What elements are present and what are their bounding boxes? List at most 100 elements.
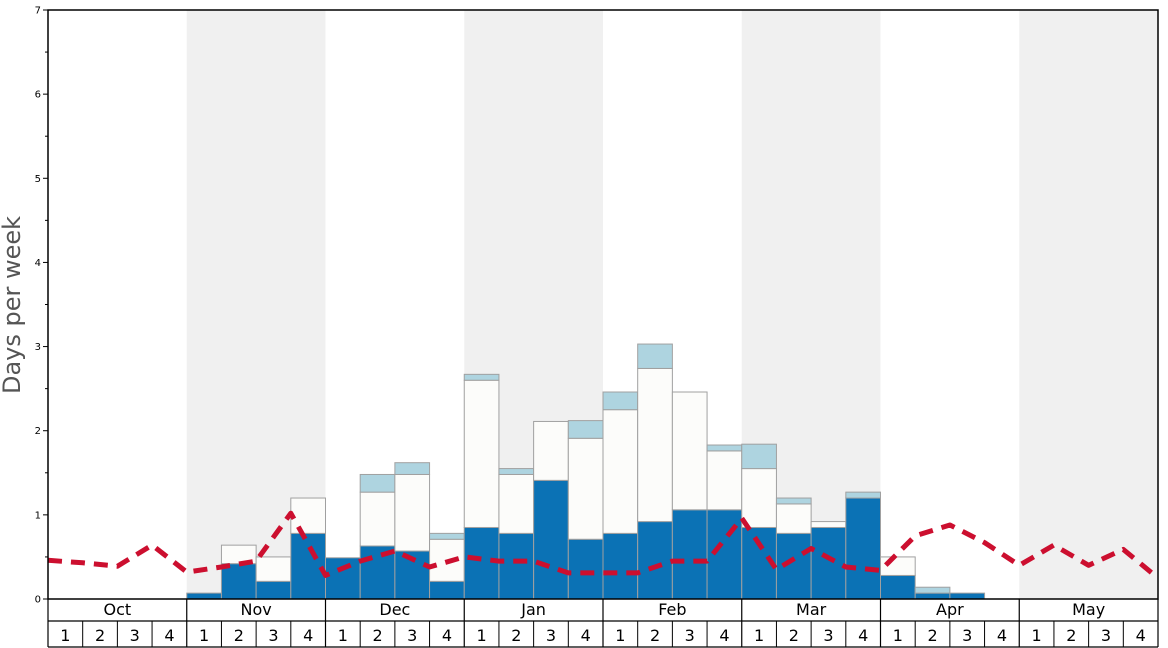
- week-label: 3: [962, 626, 972, 645]
- bar-bottom: [325, 557, 361, 600]
- bar-middle: [671, 391, 708, 511]
- bar-bottom: [671, 509, 708, 600]
- y-tick-label: 2: [35, 426, 41, 437]
- line-series: [47, 510, 1160, 580]
- y-tick-label: 5: [35, 174, 41, 185]
- bar-top: [706, 444, 743, 452]
- bar-bottom: [810, 526, 847, 600]
- bar-middle: [359, 491, 396, 547]
- week-label: 2: [650, 626, 660, 645]
- bar-bottom: [220, 563, 257, 600]
- bar-middle: [637, 367, 673, 523]
- week-label: 2: [95, 626, 105, 645]
- bar-top: [602, 391, 639, 411]
- week-label: 4: [581, 626, 591, 645]
- week-label: 4: [164, 626, 174, 645]
- bar-bottom: [255, 580, 292, 600]
- month-label-apr: Apr: [936, 600, 964, 619]
- week-label: 1: [338, 626, 348, 645]
- bar-bottom: [949, 592, 986, 600]
- bar-top: [741, 443, 777, 470]
- month-label-feb: Feb: [658, 600, 686, 619]
- bar-bottom: [637, 521, 673, 600]
- week-label: 1: [893, 626, 903, 645]
- month-label-oct: Oct: [104, 600, 132, 619]
- y-axis-title: Days per week: [0, 216, 26, 394]
- week-label: 1: [477, 626, 487, 645]
- bar-top: [498, 468, 535, 475]
- bar-middle: [463, 379, 500, 528]
- week-label: 2: [511, 626, 521, 645]
- bar-middle: [810, 521, 847, 528]
- bar-top: [429, 532, 465, 540]
- week-label: 3: [685, 626, 695, 645]
- bar-top: [394, 462, 431, 475]
- week-label: 3: [130, 626, 140, 645]
- week-label: 2: [927, 626, 937, 645]
- week-label: 3: [823, 626, 833, 645]
- bar-bottom: [186, 592, 222, 600]
- y-tick-label: 6: [35, 90, 41, 101]
- bar-middle: [741, 468, 777, 528]
- x-axis-labels: Oct 1 2 3 4 Nov 1 2 3 4 Dec 1 2 3 4 Jan 1 2 3 4 Feb 1 2 3 4 Mar 1 2…: [47, 599, 1159, 648]
- week-label: 1: [60, 626, 70, 645]
- bar-bottom: [290, 532, 326, 600]
- month-shading: [186, 10, 1158, 599]
- bar-middle: [394, 473, 431, 552]
- month-label-nov: Nov: [241, 600, 272, 619]
- bar-top: [845, 491, 881, 499]
- bar-middle: [602, 409, 639, 534]
- bar-top: [359, 473, 396, 493]
- bar-top: [463, 373, 500, 381]
- bar-top: [567, 420, 604, 439]
- bar-bottom: [775, 532, 812, 600]
- bar-bottom: [706, 509, 743, 600]
- bar-bottom: [914, 592, 951, 600]
- month-shade-may: [1019, 10, 1158, 599]
- bar-bottom: [880, 574, 916, 600]
- week-label: 3: [1101, 626, 1111, 645]
- bar-top: [637, 343, 673, 369]
- week-label: 1: [1032, 626, 1042, 645]
- week-label: 2: [1066, 626, 1076, 645]
- bar-middle: [220, 544, 257, 565]
- week-label: 4: [1136, 626, 1146, 645]
- bar-bottom: [429, 580, 465, 600]
- bar-middle: [880, 556, 916, 576]
- bar-top: [914, 586, 951, 594]
- y-tick-label: 3: [35, 342, 41, 353]
- bar-top: [775, 497, 812, 505]
- week-label: 3: [268, 626, 278, 645]
- week-label: 2: [234, 626, 244, 645]
- bar-middle: [290, 497, 326, 534]
- bar-middle: [498, 473, 535, 534]
- week-label: 1: [199, 626, 209, 645]
- dashed-line-series: [47, 510, 1160, 580]
- bar-bottom: [498, 532, 535, 600]
- week-label: 1: [615, 626, 625, 645]
- bar-middle: [775, 503, 812, 534]
- month-label-may: May: [1072, 600, 1105, 619]
- stacked-bars: [186, 343, 986, 600]
- week-label: 1: [754, 626, 764, 645]
- y-tick-label: 1: [35, 510, 41, 521]
- week-label: 3: [546, 626, 556, 645]
- y-tick-label: 0: [35, 595, 41, 606]
- bar-bottom: [845, 497, 881, 600]
- bar-bottom: [567, 538, 604, 600]
- month-label-mar: Mar: [796, 600, 827, 619]
- week-label: 2: [372, 626, 382, 645]
- bar-middle: [706, 450, 743, 511]
- week-label: 4: [303, 626, 313, 645]
- week-label: 3: [407, 626, 417, 645]
- week-label: 4: [858, 626, 868, 645]
- bar-middle: [533, 420, 569, 481]
- week-label: 4: [442, 626, 452, 645]
- month-label-jan: Jan: [520, 600, 546, 619]
- y-tick-label: 4: [35, 258, 41, 269]
- week-label: 4: [997, 626, 1007, 645]
- bar-bottom: [602, 532, 639, 600]
- bar-middle: [255, 556, 292, 582]
- month-label-dec: Dec: [379, 600, 410, 619]
